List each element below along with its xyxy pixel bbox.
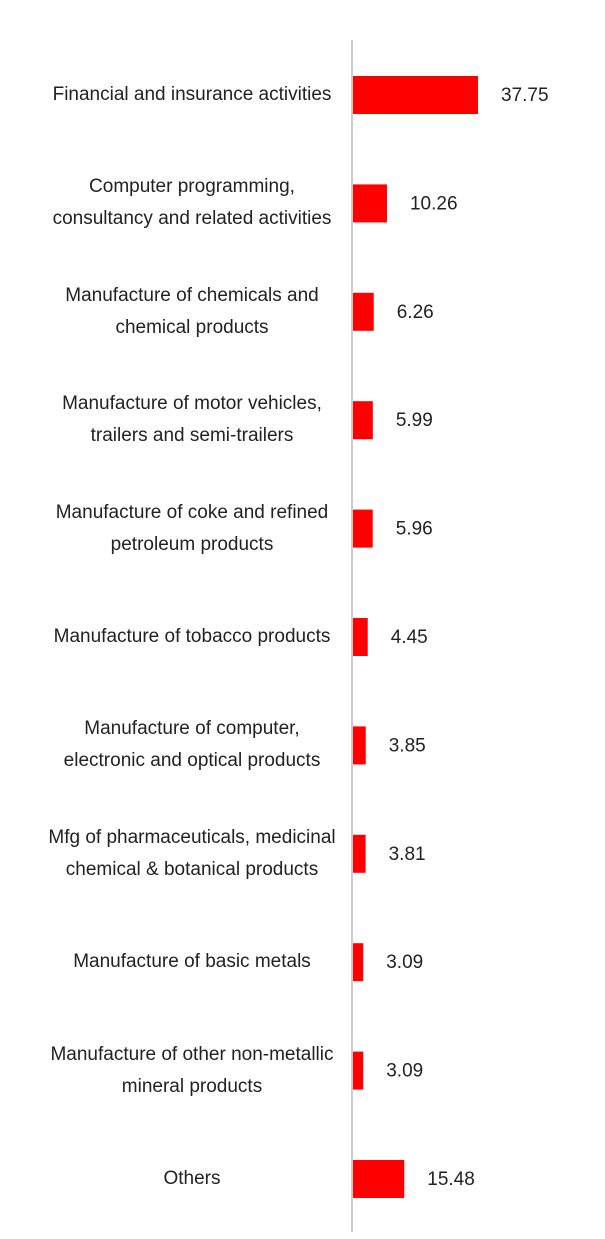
value-label: 5.99	[396, 410, 433, 431]
bar	[353, 943, 364, 982]
category-label: Manufacture of tobacco products	[53, 626, 331, 647]
bar	[353, 509, 373, 548]
category-label: Manufacture of computer, electronic and …	[63, 718, 321, 772]
category-label: Manufacture of motor vehicles, trailers …	[62, 393, 322, 447]
category-label: Mfg of pharmaceuticals, medicinal chemic…	[48, 826, 336, 880]
bar	[353, 834, 366, 873]
value-label: 6.26	[397, 302, 434, 323]
value-label: 3.09	[386, 1061, 423, 1082]
category-label: Manufacture of chemicals and chemical pr…	[65, 284, 319, 338]
bar	[353, 401, 373, 440]
category-label: Financial and insurance activities	[52, 84, 332, 105]
bar	[353, 76, 478, 114]
value-label: 3.85	[389, 735, 426, 756]
value-label: 10.26	[410, 193, 458, 214]
bar	[353, 726, 366, 765]
category-label: Manufacture of coke and refined petroleu…	[55, 501, 329, 555]
bar	[353, 1051, 364, 1090]
value-label: 15.48	[427, 1169, 475, 1190]
category-label: Others	[163, 1168, 221, 1189]
category-label: Manufacture of basic metals	[73, 951, 311, 973]
bar	[353, 618, 368, 656]
value-label: 4.45	[391, 627, 428, 648]
category-label: Computer programming, consultancy and re…	[52, 176, 332, 230]
value-label: 37.75	[501, 85, 549, 106]
value-label: 5.96	[396, 519, 433, 540]
value-label: 3.81	[389, 844, 426, 865]
bar	[353, 1160, 405, 1198]
value-label: 3.09	[386, 952, 423, 973]
bar	[353, 184, 387, 223]
category-label: Manufacture of other non-metallic minera…	[50, 1043, 334, 1097]
bar	[353, 292, 374, 331]
